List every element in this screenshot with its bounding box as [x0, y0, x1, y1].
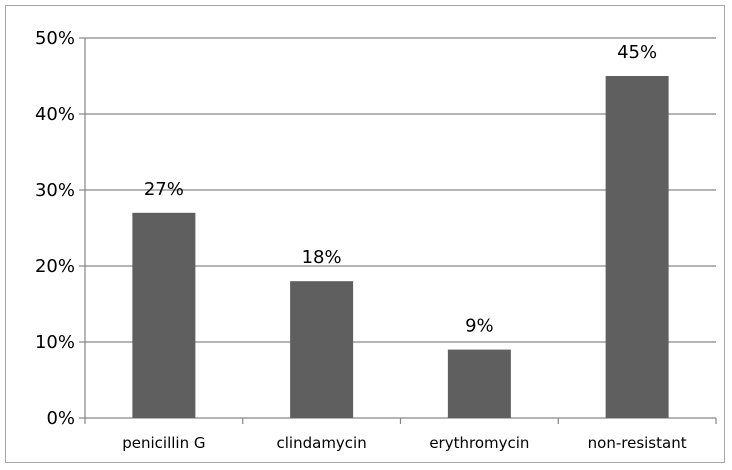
x-category-label: penicillin G [122, 434, 205, 452]
chart-area [5, 5, 725, 463]
y-tick-label: 40% [35, 104, 75, 125]
x-category-label: clindamycin [277, 434, 367, 452]
bar [447, 349, 511, 418]
y-tick-label: 30% [35, 180, 75, 201]
data-label: 45% [617, 42, 657, 63]
y-tick-label: 20% [35, 256, 75, 277]
bar [605, 76, 669, 418]
x-category-label: non-resistant [588, 434, 687, 452]
bar [132, 212, 196, 418]
data-label: 9% [465, 316, 494, 337]
y-tick-label: 0% [46, 408, 75, 429]
y-tick-label: 10% [35, 332, 75, 353]
y-tick-label: 50% [35, 28, 75, 49]
x-category-label: erythromycin [429, 434, 529, 452]
bar [290, 281, 354, 418]
data-label: 27% [144, 179, 184, 200]
data-label: 18% [302, 247, 342, 268]
